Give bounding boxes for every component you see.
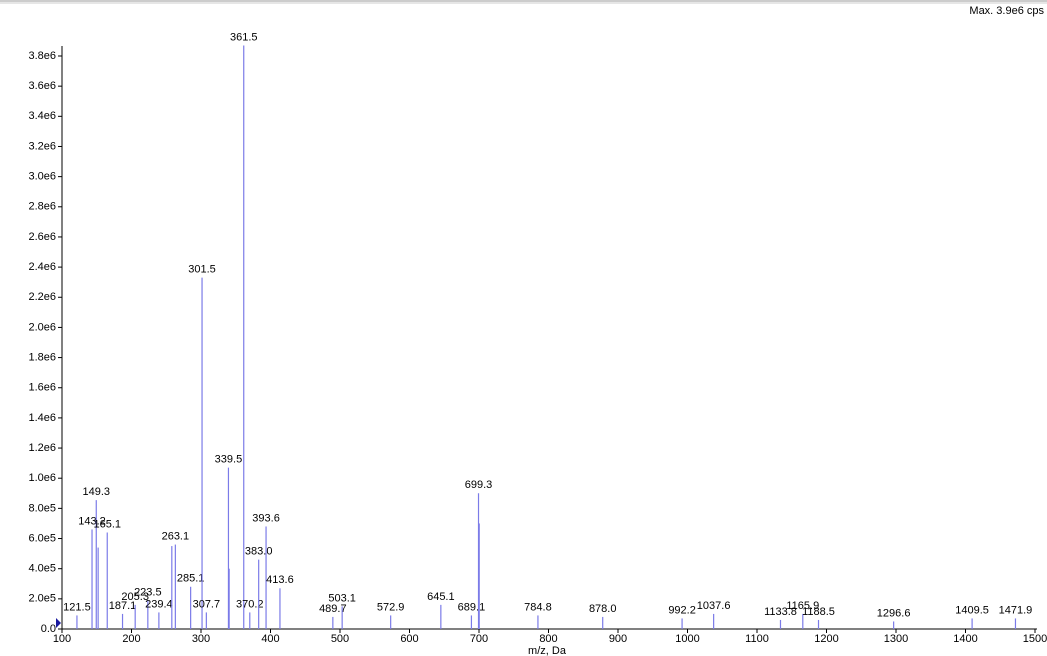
peak-label: 285.1 (177, 573, 205, 585)
peak-label: 1165.9 (786, 600, 819, 612)
peak-label: 1037.6 (697, 600, 731, 612)
peak-label: 383.0 (245, 546, 273, 558)
y-tick-label: 2.8e6 (28, 201, 56, 213)
peak-label: 239.4 (145, 598, 173, 610)
peak-label: 1409.5 (955, 604, 989, 616)
x-tick-label: 300 (192, 633, 210, 645)
peak-label: 263.1 (162, 530, 190, 542)
y-tick-label: 1.8e6 (28, 351, 56, 363)
y-tick-label: 2.0e6 (28, 321, 56, 333)
peak-label: 370.2 (236, 598, 264, 610)
peak-label: 143.2 (78, 515, 106, 527)
peak-label: 205.3 (121, 591, 149, 603)
x-tick-label: 1200 (814, 633, 838, 645)
y-tick-label: 2.0e5 (28, 593, 56, 605)
y-tick-label: 1.0e6 (28, 472, 56, 484)
peak-label: 1471.9 (999, 604, 1033, 616)
peak-label: 187.1 (109, 600, 137, 612)
y-tick-label: 6.0e5 (28, 532, 56, 544)
peak-label: 784.8 (524, 601, 552, 613)
peak-label: 1133.8 (764, 606, 797, 618)
peak-label: 301.5 (188, 264, 216, 276)
x-tick-label: 1100 (745, 633, 769, 645)
x-tick-label: 400 (261, 633, 279, 645)
x-tick-label: 1000 (675, 633, 699, 645)
x-tick-label: 500 (331, 633, 349, 645)
peak-label: 992.2 (668, 604, 696, 616)
marker (56, 618, 61, 628)
peak-label: 699.3 (465, 479, 493, 491)
peak-label: 413.6 (266, 574, 294, 586)
peak-label: 121.5 (63, 601, 91, 613)
x-tick-label: 700 (470, 633, 488, 645)
x-tick-label: 900 (609, 633, 627, 645)
x-tick-label: 1400 (953, 633, 977, 645)
peak-label: 165.1 (93, 518, 121, 530)
max-intensity: Max. 3.9e6 cps (969, 5, 1044, 17)
peak-label: 1296.6 (877, 607, 911, 619)
y-tick-label: 1.2e6 (28, 442, 56, 454)
peak-label: 307.7 (193, 598, 221, 610)
peak-label: 339.5 (215, 454, 243, 466)
peak-label: 361.5 (230, 31, 258, 43)
peak-label: 1188.5 (802, 606, 835, 618)
y-tick-label: 4.0e5 (28, 563, 56, 575)
y-tick-label: 1.6e6 (28, 382, 56, 394)
y-tick-label: 1.4e6 (28, 412, 56, 424)
y-tick-label: 0.0 (41, 623, 56, 635)
peak-label: 878.0 (589, 603, 617, 615)
y-tick-label: 8.0e5 (28, 502, 56, 514)
y-tick-label: 3.4e6 (28, 110, 56, 122)
peak-label: 223.5 (134, 586, 162, 598)
x-tick-label: 600 (400, 633, 418, 645)
peak-label: 503.1 (328, 592, 356, 604)
x-tick-label: 1500 (1023, 633, 1047, 645)
x-tick-label: 100 (53, 633, 71, 645)
y-tick-label: 2.4e6 (28, 261, 56, 273)
y-tick-label: 2.2e6 (28, 291, 56, 303)
x-tick-label: 1300 (884, 633, 908, 645)
peak-label: 489.7 (319, 603, 347, 615)
y-tick-label: 2.6e6 (28, 231, 56, 243)
peak-label: 149.3 (82, 486, 110, 498)
peak-label: 572.9 (377, 601, 405, 613)
y-tick-label: 3.6e6 (28, 80, 56, 92)
y-tick-label: 3.0e6 (28, 171, 56, 183)
x-tick-label: 200 (122, 633, 140, 645)
peak-label: 393.6 (252, 512, 280, 524)
peak-label: 689.1 (458, 601, 486, 613)
y-tick-label: 3.2e6 (28, 140, 56, 152)
x-tick-label: 800 (539, 633, 557, 645)
y-tick-label: 3.8e6 (28, 50, 56, 62)
peak-label: 645.1 (427, 591, 455, 603)
x-axis-title: m/z, Da (528, 645, 567, 656)
